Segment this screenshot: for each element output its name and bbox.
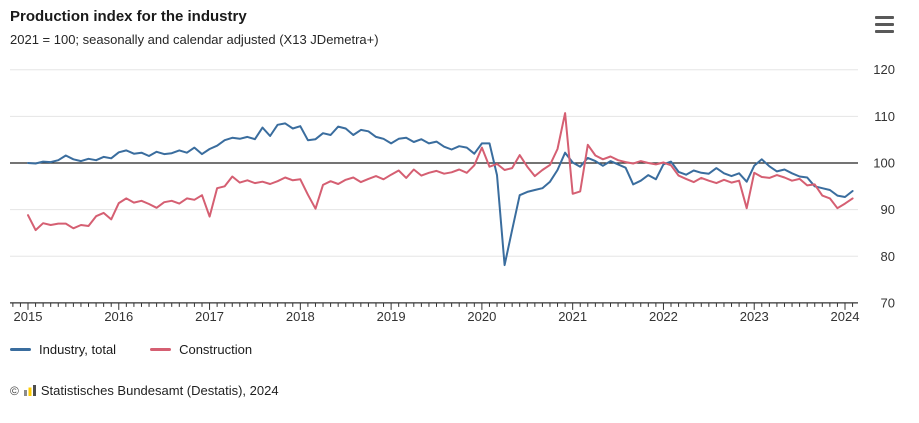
hamburger-icon: [875, 30, 894, 33]
legend-label-industry: Industry, total: [39, 342, 117, 357]
series-line-construction[interactable]: [27, 112, 854, 232]
y-tick-label-120: 120: [873, 62, 895, 77]
x-tick-label-2019: 2019: [377, 309, 406, 324]
chart-legend: Industry, total Construction: [10, 342, 252, 357]
chart-menu-button[interactable]: [875, 15, 894, 34]
x-tick-label-2022: 2022: [649, 309, 678, 324]
production-chart: 70 80 90 100 110 120 2015 2016 2017 2018 2019 2020 2…: [10, 62, 895, 324]
x-tick-label-2021: 2021: [558, 309, 587, 324]
x-tick-label-2020: 2020: [467, 309, 496, 324]
x-tick-label-2017: 2017: [195, 309, 224, 324]
x-tick-label-2023: 2023: [740, 309, 769, 324]
source-line: © Statistisches Bundesamt (Destatis), 20…: [10, 383, 279, 398]
bar-chart-icon: [23, 385, 36, 396]
construction-line-swatch: [150, 348, 172, 351]
series-line-industry-total[interactable]: [27, 122, 854, 267]
x-tick-label-2015: 2015: [14, 309, 43, 324]
hamburger-icon: [875, 23, 894, 26]
legend-item-industry-total[interactable]: Industry, total: [10, 342, 116, 357]
page-title: Production index for the industry: [10, 8, 247, 25]
x-tick-label-2018: 2018: [286, 309, 315, 324]
legend-label-construction: Construction: [179, 342, 253, 357]
chart-subtitle: 2021 = 100; seasonally and calendar adju…: [10, 32, 379, 47]
copyright-symbol: ©: [10, 383, 19, 398]
y-tick-label-70: 70: [881, 295, 895, 310]
hamburger-icon: [875, 16, 894, 19]
x-tick-label-2024: 2024: [831, 309, 860, 324]
y-tick-label-90: 90: [881, 202, 895, 217]
y-tick-label-80: 80: [881, 249, 895, 264]
y-tick-label-100: 100: [873, 156, 895, 171]
industry-line-swatch: [10, 348, 31, 351]
x-tick-label-2016: 2016: [104, 309, 133, 324]
source-text: Statistisches Bundesamt (Destatis), 2024: [40, 383, 279, 398]
legend-item-construction[interactable]: Construction: [150, 342, 252, 357]
y-tick-label-110: 110: [874, 109, 895, 124]
